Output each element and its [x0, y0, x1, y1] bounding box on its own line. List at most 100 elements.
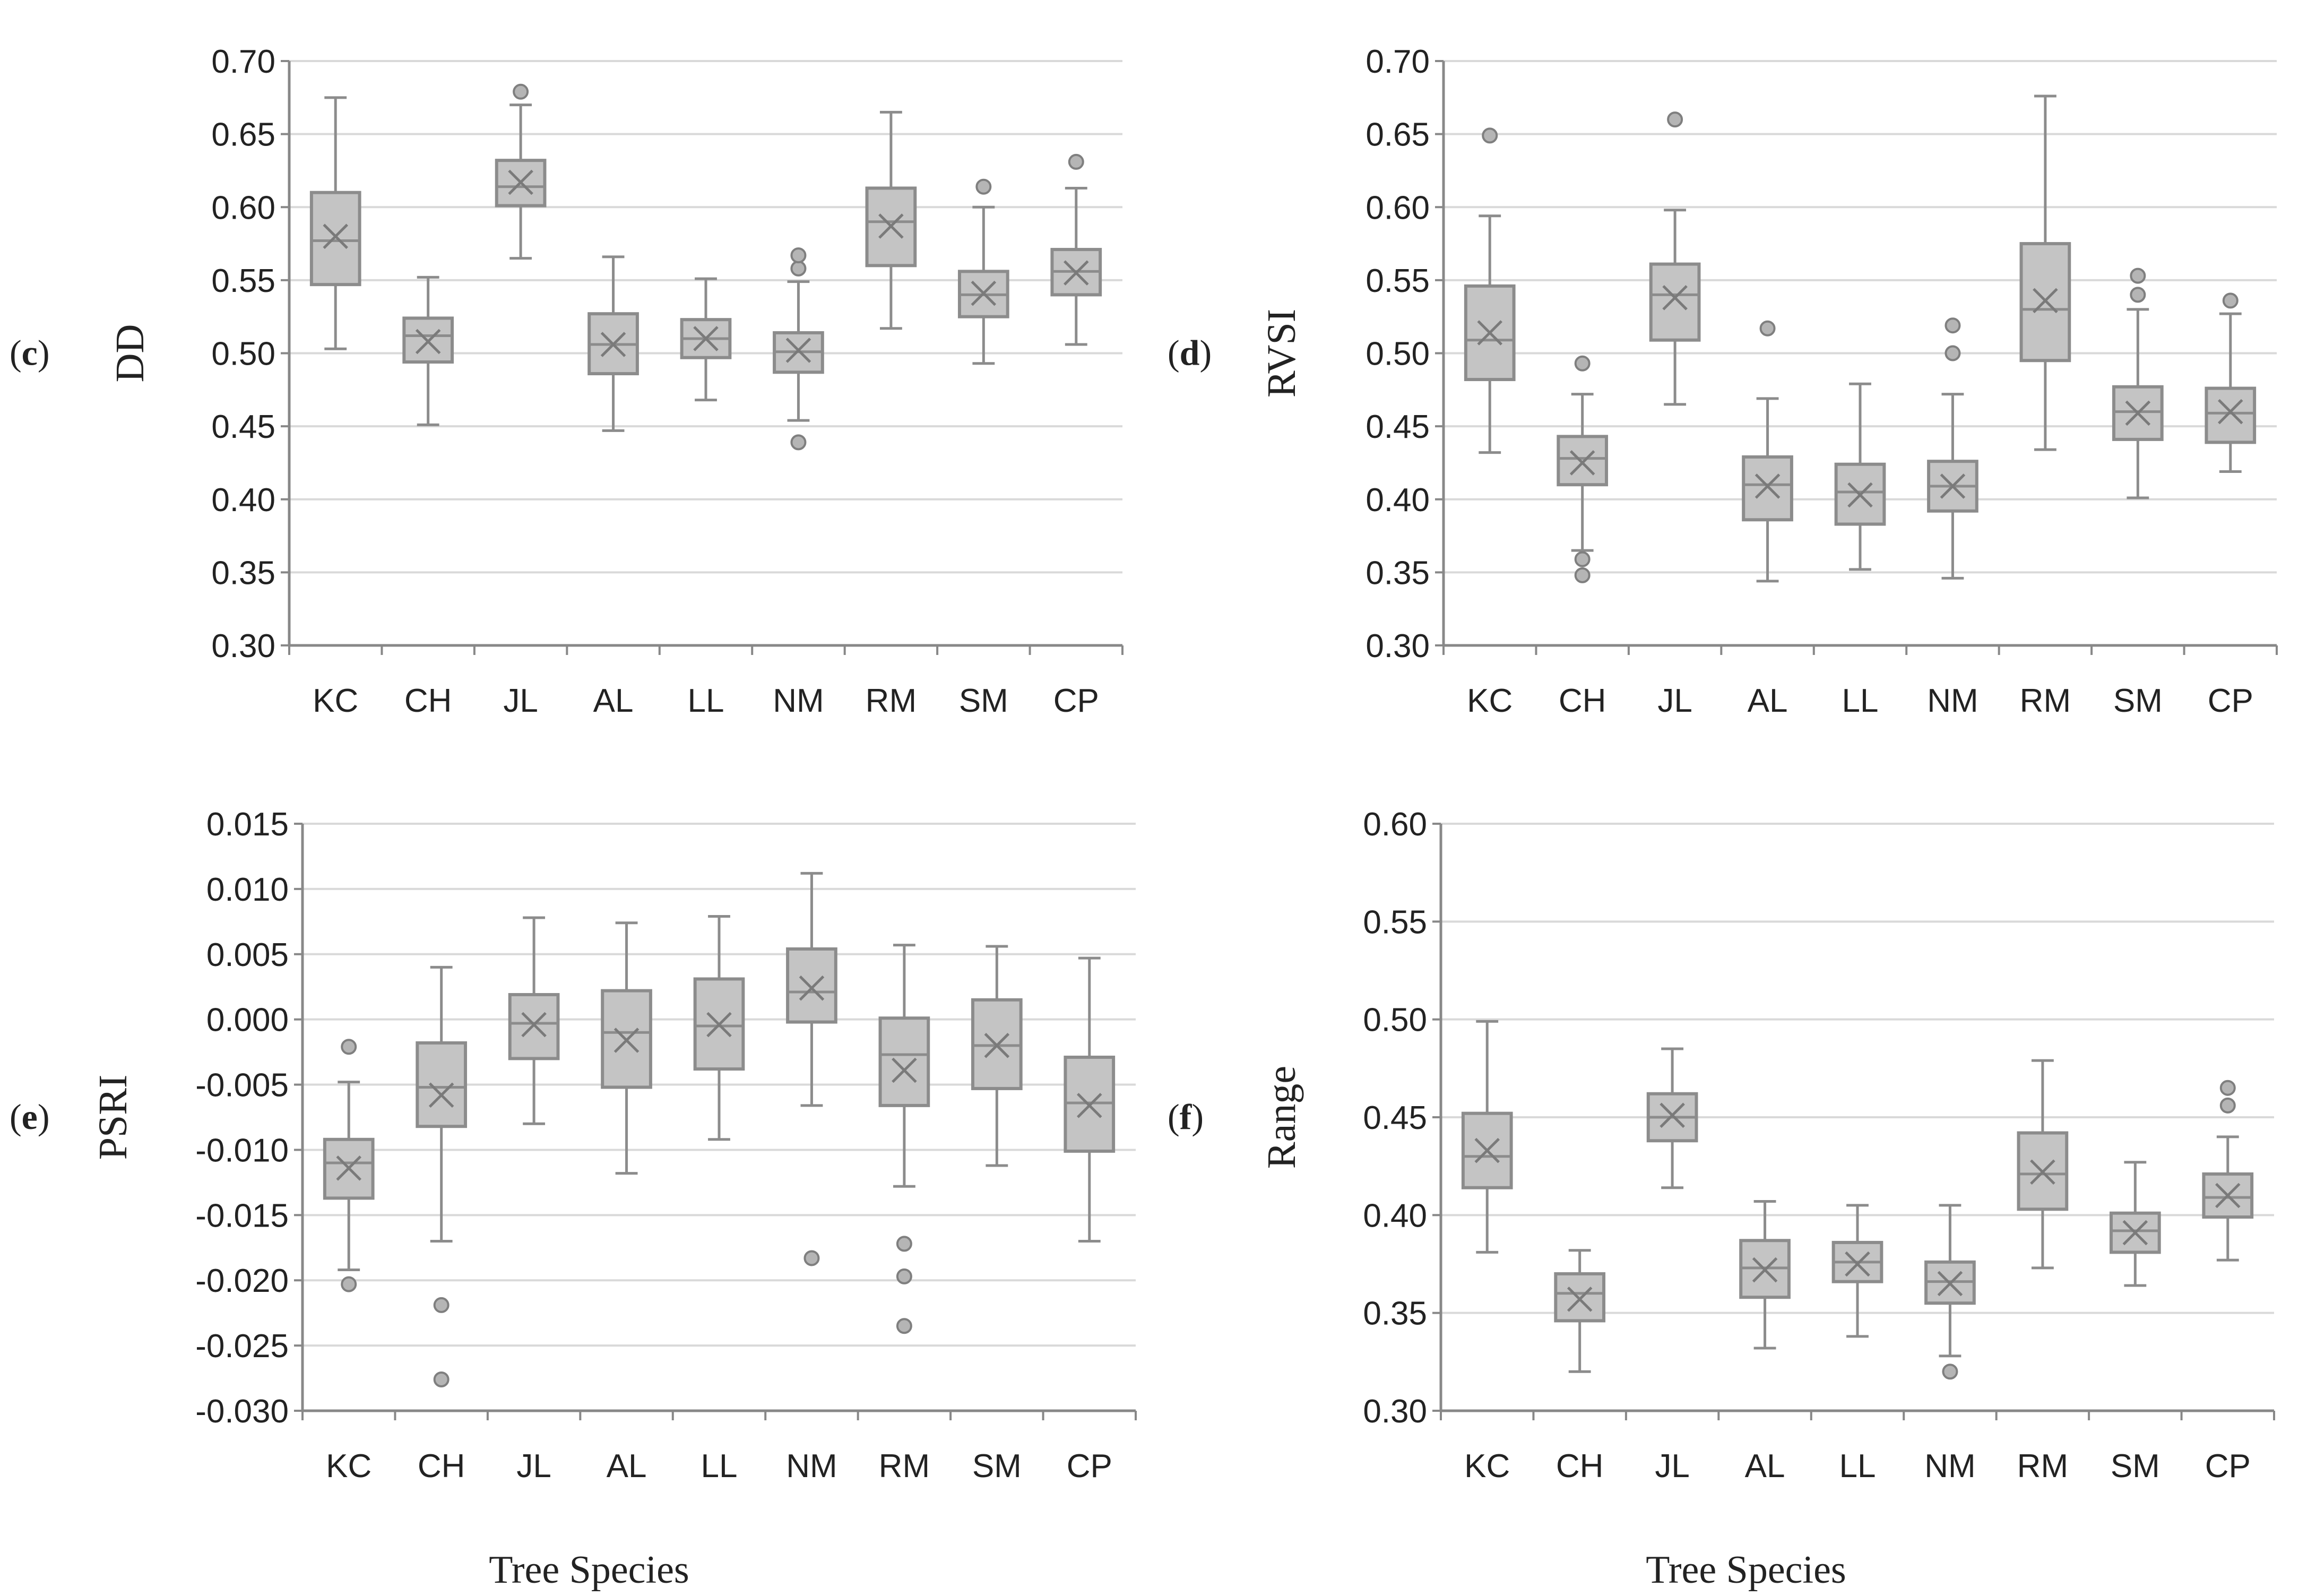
- outlier-point: [1574, 551, 1591, 567]
- x-tick-label: JL: [1655, 1448, 1689, 1485]
- y-tick-label: 0.30: [211, 628, 275, 665]
- panel-label: (c): [10, 333, 50, 373]
- x-tick-label: RM: [879, 1448, 930, 1485]
- y-tick-label: 0.60: [211, 189, 275, 226]
- y-tick-label: 0.65: [1366, 117, 1430, 153]
- y-tick-label: 0.45: [1363, 1100, 1427, 1136]
- chart-panel-2: 0.30 0.35 0.40 0.45 0.50 0.55 0.60 0.65 0.70 KC CH…: [1168, 44, 2278, 719]
- y-tick-label: 0.70: [211, 44, 275, 80]
- outlier-point: [1945, 345, 1961, 361]
- x-tick-label: AL: [1745, 1448, 1785, 1485]
- y-tick-label: 0.30: [1366, 628, 1430, 665]
- outlier-point: [896, 1318, 912, 1334]
- x-tick-label: JL: [1657, 683, 1692, 719]
- y-tick-label: -0.025: [195, 1328, 289, 1365]
- x-tick-label: AL: [607, 1448, 647, 1485]
- y-tick-label: 0.005: [206, 937, 289, 973]
- x-tick-label: SM: [972, 1448, 1022, 1485]
- outlier-point: [341, 1039, 357, 1055]
- box-iqr: [1557, 435, 1609, 487]
- y-tick-label: 0.60: [1366, 189, 1430, 226]
- x-tick-label: LL: [701, 1448, 738, 1485]
- x-tick-label: KC: [1464, 1448, 1510, 1485]
- mean-marker: [336, 1155, 361, 1181]
- box-KC: [323, 1039, 375, 1292]
- box-SM: [2109, 1161, 2161, 1287]
- outlier-point: [2130, 287, 2146, 303]
- mean-marker: [2030, 1159, 2055, 1185]
- mean-marker: [706, 1012, 732, 1038]
- outlier-point: [1482, 127, 1498, 144]
- x-tick-label: LL: [1842, 683, 1879, 719]
- box-AL: [1739, 1200, 1791, 1350]
- panel-label-letter: d: [1180, 333, 1200, 373]
- x-axis-title-right: Tree Species: [1646, 1548, 1846, 1592]
- x-tick-label: KC: [1467, 683, 1513, 719]
- box-KC: [1461, 1020, 1513, 1254]
- x-tick-label: AL: [1748, 683, 1788, 719]
- box-NM: [1924, 1204, 1976, 1380]
- mean-marker: [1474, 1137, 1500, 1163]
- box-iqr: [416, 1041, 468, 1128]
- mean-marker: [1755, 473, 1781, 499]
- mean-marker: [2125, 400, 2151, 426]
- mean-marker: [1064, 260, 1089, 286]
- outlier-point: [1068, 153, 1084, 170]
- box-iqr: [1742, 455, 1793, 522]
- box-CP: [2205, 292, 2257, 473]
- y-tick-label: 0.010: [206, 872, 289, 908]
- mean-marker: [2122, 1220, 2148, 1246]
- box-CP: [1064, 956, 1116, 1243]
- mean-marker: [693, 326, 719, 351]
- y-tick-label: 0.70: [1366, 44, 1430, 80]
- box-JL: [508, 916, 560, 1125]
- mean-marker: [1847, 482, 1873, 508]
- chart-panel-3: -0.030 -0.025 -0.020 -0.015 -0.010 -0.005 0.00…: [10, 806, 1137, 1485]
- outlier-point: [433, 1371, 450, 1388]
- y-axis-title: Range: [1259, 1066, 1304, 1169]
- panel-label-paren-close: ): [1191, 1097, 1204, 1137]
- mean-marker: [878, 213, 904, 239]
- x-tick-label: CP: [1067, 1448, 1112, 1485]
- x-tick-label: AL: [593, 683, 634, 719]
- x-tick-label: KC: [313, 683, 358, 719]
- y-axis-title: PSRI: [91, 1075, 135, 1160]
- y-tick-label: 0.60: [1363, 806, 1427, 843]
- x-tick-label: CH: [1559, 683, 1606, 719]
- box-AL: [601, 921, 652, 1175]
- box-iqr: [601, 989, 652, 1089]
- y-tick-label: 0.35: [1366, 555, 1430, 591]
- x-tick-label: NM: [1924, 1448, 1975, 1485]
- box-NM: [773, 247, 824, 451]
- box-SM: [957, 178, 1009, 365]
- box-JL: [495, 83, 547, 260]
- chart-panel-4: 0.30 0.35 0.40 0.45 0.50 0.55 0.60 KC CH JL AL LL NM…: [1168, 806, 2275, 1485]
- box-JL: [1646, 1047, 1698, 1189]
- y-tick-label: -0.020: [195, 1263, 289, 1299]
- panel-label-paren-close: ): [38, 333, 50, 373]
- mean-marker: [1940, 473, 1966, 499]
- box-iqr: [1554, 1272, 1606, 1323]
- x-tick-label: SM: [2113, 683, 2163, 719]
- panel-label-letter: e: [22, 1097, 38, 1137]
- y-tick-label: -0.030: [195, 1393, 289, 1430]
- outlier-point: [790, 260, 807, 277]
- box-LL: [693, 915, 745, 1141]
- outlier-point: [896, 1268, 912, 1284]
- mean-marker: [613, 1028, 640, 1053]
- x-tick-label: CP: [2208, 683, 2253, 719]
- outlier-point: [790, 434, 807, 451]
- y-tick-label: 0.35: [1363, 1296, 1427, 1332]
- mean-marker: [2218, 399, 2243, 425]
- outlier-point: [433, 1297, 450, 1313]
- box-NM: [1927, 317, 1978, 580]
- box-LL: [680, 277, 732, 402]
- box-RM: [2019, 94, 2071, 451]
- outlier-point: [975, 178, 992, 195]
- outlier-point: [1667, 111, 1683, 128]
- panel-label-paren-close: ): [38, 1097, 50, 1137]
- y-tick-label: 0.50: [1366, 336, 1430, 373]
- box-RM: [865, 110, 917, 330]
- mean-marker: [323, 223, 348, 249]
